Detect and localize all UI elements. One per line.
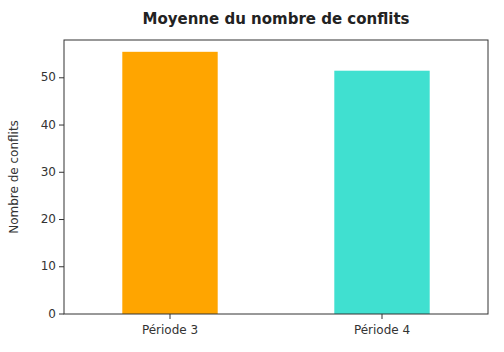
y-tick-label: 0 xyxy=(48,307,56,321)
y-tick xyxy=(59,266,64,267)
x-tick-label: Période 4 xyxy=(354,323,410,337)
y-tick xyxy=(59,314,64,315)
plot-frame xyxy=(64,40,488,314)
chart-svg: 0 10 20 30 40 50 Période 3 Période 4 Moyenne du … xyxy=(0,0,504,352)
y-tick xyxy=(59,125,64,126)
y-axis-label: Nombre de conflits xyxy=(7,120,21,234)
y-tick xyxy=(59,172,64,173)
y-tick-label: 50 xyxy=(41,70,56,84)
bar xyxy=(122,52,217,314)
chart-container: 0 10 20 30 40 50 Période 3 Période 4 Moyenne du … xyxy=(0,0,504,352)
title: Moyenne du nombre de conflits xyxy=(142,10,409,28)
x-tick-label: Période 3 xyxy=(142,323,198,337)
x-tick xyxy=(382,314,383,319)
y-tick-label: 10 xyxy=(41,259,56,273)
y-tick-label: 30 xyxy=(41,165,56,179)
y-tick xyxy=(59,219,64,220)
x-tick xyxy=(170,314,171,319)
y-tick-label: 20 xyxy=(41,212,56,226)
y-tick xyxy=(59,77,64,78)
bars xyxy=(122,52,429,314)
y-tick-label: 40 xyxy=(41,118,56,132)
bar xyxy=(334,71,429,314)
